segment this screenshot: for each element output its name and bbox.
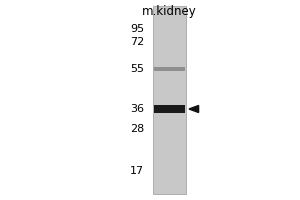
Text: 28: 28 [130, 124, 144, 134]
Text: 55: 55 [130, 64, 144, 74]
Text: 17: 17 [130, 166, 144, 176]
Polygon shape [189, 105, 199, 113]
Bar [154, 105, 185, 113]
Bar [154, 67, 185, 71]
Text: m.kidney: m.kidney [142, 5, 197, 19]
Text: 95: 95 [130, 24, 144, 34]
Text: 72: 72 [130, 37, 144, 47]
Text: 36: 36 [130, 104, 144, 114]
Bar [153, 6, 186, 194]
